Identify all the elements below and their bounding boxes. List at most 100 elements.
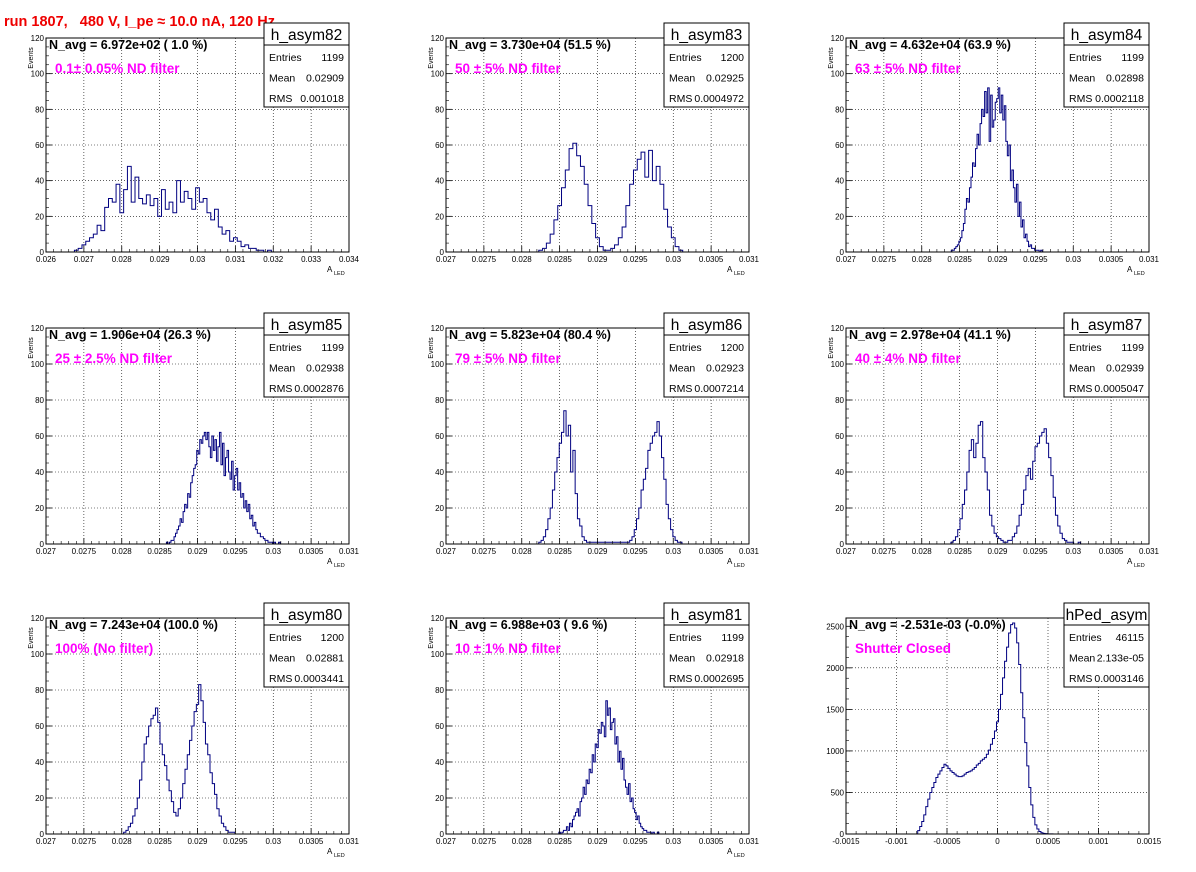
stat-label-mean: Mean: [669, 653, 695, 665]
histogram-line: [123, 684, 236, 834]
x-tick-label: 0.0285: [947, 547, 972, 556]
x-tick-label: 0.027: [836, 255, 857, 264]
x-tick-label: 0.03: [1065, 547, 1081, 556]
stat-label-entries: Entries: [1069, 632, 1102, 644]
y-tick-label: 60: [435, 432, 444, 441]
y-tick-label: 20: [435, 504, 444, 513]
stat-label-mean: Mean: [1069, 653, 1095, 665]
stat-label-entries: Entries: [669, 632, 702, 644]
y-tick-label: 0: [840, 830, 845, 839]
histogram-name: hPed_asym: [1066, 607, 1148, 624]
y-tick-label: 100: [31, 70, 45, 79]
stats-box: [263, 624, 350, 688]
y-tick-label: 120: [431, 34, 445, 43]
x-tick-label: 0.029: [187, 837, 208, 846]
stat-label-mean: Mean: [269, 363, 295, 375]
filter-label: 79 ± 5% ND filter: [455, 351, 561, 366]
stat-label-entries: Entries: [1069, 52, 1102, 64]
navg-label: N_avg = 2.978e+04 (41.1 %): [849, 328, 1011, 342]
x-tick-label: 0.027: [36, 547, 57, 556]
x-tick-label: 0.028: [512, 547, 533, 556]
histogram-name: h_asym87: [1071, 317, 1143, 334]
x-tick-label: 0.0285: [547, 837, 572, 846]
x-tick-label: 0.0295: [623, 255, 648, 264]
x-tick-label: 0.028: [912, 547, 933, 556]
y-tick-label: 80: [35, 686, 44, 695]
x-tick-label: 0.0275: [872, 547, 897, 556]
x-tick-label: 0.0275: [72, 837, 97, 846]
y-tick-label: 0: [40, 540, 45, 549]
stat-value-entries: 1199: [1121, 52, 1144, 64]
x-tick-label: -0.0005: [933, 837, 961, 846]
stat-label-rms: RMS: [669, 93, 692, 105]
y-tick-label: 0: [840, 248, 845, 257]
stat-value-mean: 0.02925: [706, 73, 744, 85]
navg-label: N_avg = 1.906e+04 (26.3 %): [49, 328, 211, 342]
x-tick-label: 0.0285: [147, 547, 172, 556]
x-axis-label-subscript: LED: [334, 563, 345, 569]
navg-label: N_avg = 6.972e+02 ( 1.0 %): [49, 38, 207, 52]
y-tick-label: 20: [35, 794, 44, 803]
y-tick-label: 120: [31, 614, 45, 623]
y-tick-label: 40: [35, 177, 44, 186]
y-tick-label: 2500: [826, 622, 844, 631]
y-tick-label: 40: [835, 177, 844, 186]
x-tick-label: 0.0295: [1023, 255, 1048, 264]
stat-label-entries: Entries: [1069, 342, 1102, 354]
filter-label: 40 ± 4% ND filter: [855, 351, 961, 366]
histogram-panel-h_asym82: 0.026 0.027 0.028 0.029 0.03 0.031 0.032 0.033 0…: [28, 22, 360, 277]
stats-box: [663, 624, 750, 688]
histogram-panel-h_asym84: 0.027 0.0275 0.028 0.0285 0.029 0.0295 0.03 0.0…: [828, 22, 1160, 277]
y-tick-label: 80: [435, 105, 444, 114]
x-tick-label: 0.032: [263, 255, 284, 264]
stat-label-entries: Entries: [669, 342, 702, 354]
histogram-panel-h_asym80: 0.027 0.0275 0.028 0.0285 0.029 0.0295 0.03 0.0…: [28, 602, 360, 859]
y-tick-label: 100: [831, 360, 845, 369]
stats-box: [1063, 624, 1150, 688]
filter-label: 25 ± 2.5% ND filter: [55, 351, 173, 366]
x-tick-label: 0.031: [739, 255, 760, 264]
x-tick-label: 0.027: [74, 255, 95, 264]
x-tick-label: 0.031: [339, 547, 360, 556]
y-tick-label: 60: [835, 432, 844, 441]
x-tick-label: 0.028: [512, 837, 533, 846]
stat-label-entries: Entries: [269, 52, 302, 64]
filter-label: Shutter Closed: [855, 641, 951, 656]
stat-value-rms: 0.001018: [300, 93, 344, 105]
y-tick-label: 120: [831, 34, 845, 43]
histogram-line: [950, 421, 1081, 545]
stat-value-mean: 0.02923: [706, 363, 744, 375]
y-tick-label: 40: [35, 758, 44, 767]
x-tick-label: 0.0295: [223, 837, 248, 846]
stat-label-rms: RMS: [269, 93, 292, 105]
y-tick-label: 60: [835, 141, 844, 150]
x-tick-label: 0.03: [665, 255, 681, 264]
histogram-panel-h_asym86: 0.027 0.0275 0.028 0.0285 0.029 0.0295 0.03 0.0…: [428, 312, 760, 569]
stat-value-entries: 46115: [1116, 632, 1145, 644]
filter-label: 63 ± 5% ND filter: [855, 61, 961, 76]
x-tick-label: 0.026: [36, 255, 57, 264]
x-tick-label: 0.0305: [1099, 255, 1124, 264]
x-axis-label: A: [1127, 265, 1133, 274]
y-tick-label: 120: [831, 324, 845, 333]
x-tick-label: 0.031: [1139, 255, 1160, 264]
filter-label: 100% (No filter): [55, 641, 153, 656]
y-axis-label: Events: [28, 47, 35, 69]
y-axis-label: Events: [828, 47, 835, 69]
stat-value-mean: 0.02898: [1106, 73, 1144, 85]
x-tick-label: 0.031: [1139, 547, 1160, 556]
y-tick-label: 60: [435, 141, 444, 150]
y-tick-label: 20: [435, 212, 444, 221]
y-tick-label: 20: [35, 504, 44, 513]
stat-label-mean: Mean: [1069, 363, 1095, 375]
stat-value-rms: 0.0002118: [1095, 93, 1144, 105]
y-tick-label: 0: [440, 830, 445, 839]
y-tick-label: 0: [840, 540, 845, 549]
x-tick-label: 0.0015: [1137, 837, 1162, 846]
y-tick-label: 80: [835, 396, 844, 405]
y-tick-label: 40: [435, 177, 444, 186]
navg-label: N_avg = 6.988e+03 ( 9.6 %): [449, 618, 607, 632]
x-tick-label: 0.0305: [699, 547, 724, 556]
x-tick-label: -0.0015: [832, 837, 860, 846]
x-axis-label-subscript: LED: [1134, 271, 1145, 277]
